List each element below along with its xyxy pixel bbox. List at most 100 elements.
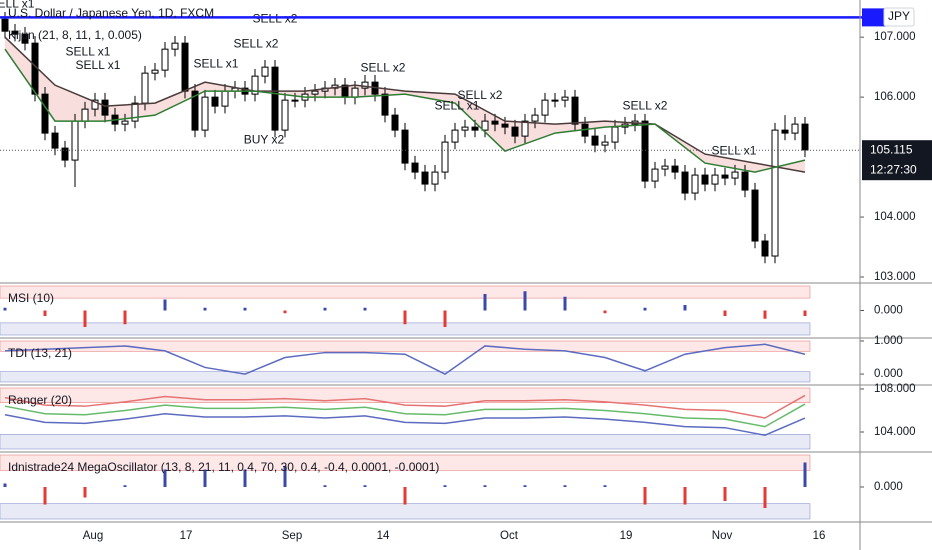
candle-body — [781, 129, 789, 134]
candle-body — [451, 129, 459, 143]
candle-body — [411, 162, 419, 173]
candle-body — [81, 108, 89, 122]
candle-body — [431, 171, 439, 185]
candle-body — [671, 165, 679, 173]
candle-body — [421, 171, 429, 185]
candle-body — [661, 165, 669, 170]
pane-title: U.S. Dollar / Japanese Yen, 1D, FXCM — [8, 6, 214, 20]
histogram-bar — [803, 462, 807, 487]
candle-body — [11, 30, 19, 35]
histogram-bar — [683, 487, 687, 505]
histogram-bar — [403, 487, 407, 505]
histogram-bar — [523, 485, 527, 487]
band-top — [0, 285, 811, 299]
pane-title: Ranger (20) — [8, 393, 72, 407]
candle-body — [551, 99, 559, 102]
band-bottom — [0, 503, 811, 520]
indicator-line — [4, 412, 806, 437]
candle-body — [191, 90, 199, 131]
pane-title: Idnistrade24 MegaOscillator (13, 8, 21, … — [8, 460, 439, 474]
candle-body — [491, 120, 499, 125]
histogram-bar — [3, 307, 7, 311]
signal-label: SELL x2 — [234, 37, 279, 51]
histogram-bar — [43, 310, 47, 316]
candle-body — [611, 126, 619, 143]
candle-body — [161, 48, 169, 71]
y-tick-label: 108.000 — [874, 383, 916, 395]
signal-label: SELL x1 — [76, 58, 121, 72]
histogram-bar — [123, 310, 127, 325]
histogram-bar — [443, 310, 447, 327]
currency-badge — [883, 7, 915, 27]
candle-body — [701, 174, 709, 185]
histogram-bar — [123, 485, 127, 487]
signal-label: SELL x2 — [361, 61, 406, 75]
candle-body — [361, 81, 369, 89]
candle-body — [741, 171, 749, 191]
y-tick-label: 0.000 — [874, 305, 903, 317]
x-tick-label: Sep — [282, 530, 302, 542]
histogram-bar — [563, 485, 567, 487]
candle-body — [171, 42, 179, 50]
histogram-bar — [723, 310, 727, 316]
y-tick-label: 104.000 — [874, 426, 916, 438]
histogram-bar — [3, 483, 7, 487]
histogram-bar — [523, 291, 527, 311]
candle-body — [21, 33, 29, 44]
candle-body — [71, 120, 79, 161]
candle-body — [601, 141, 609, 146]
histogram-bar — [603, 310, 607, 314]
histogram-bar — [323, 307, 327, 311]
histogram-bar — [163, 469, 167, 487]
candle-body — [131, 102, 139, 122]
candle-body — [311, 90, 319, 95]
histogram-bar — [483, 485, 487, 487]
signal-label: SELL x2 — [623, 98, 668, 112]
y-tick-label: 103.000 — [874, 271, 916, 283]
histogram-bar — [443, 485, 447, 487]
candle-body — [401, 129, 409, 164]
pane-title: TDI (13, 21) — [8, 346, 72, 360]
band-top — [0, 454, 811, 471]
x-tick-label: Aug — [83, 530, 103, 542]
signal-label: SELL x1 — [435, 98, 480, 112]
subtitle: Kijun (21, 8, 11, 1, 0.005) — [8, 28, 142, 42]
histogram-bar — [323, 485, 327, 487]
currency: JPY — [888, 9, 910, 23]
y-tick-label: 106.000 — [874, 91, 916, 103]
x-tick-label: 19 — [620, 530, 633, 542]
signal-label: SELL x1 — [66, 44, 111, 58]
histogram-bar — [243, 469, 247, 487]
candle-body — [251, 75, 259, 95]
candle-body — [541, 99, 549, 116]
candle-body — [731, 171, 739, 179]
y-tick-label: 107.000 — [874, 31, 916, 43]
histogram-bar — [643, 307, 647, 311]
candle-body — [801, 123, 809, 151]
candle-body — [531, 114, 539, 122]
signal-label: SELL x1 — [194, 56, 239, 70]
candle-body — [381, 93, 389, 116]
candle-body — [501, 123, 509, 128]
histogram-bar — [163, 299, 167, 311]
histogram-bar — [243, 307, 247, 311]
indicator-line — [4, 403, 806, 428]
candle-body — [1, 18, 9, 32]
candle-body — [571, 96, 579, 125]
y-tick-label: 0.000 — [874, 368, 903, 380]
histogram-bar — [203, 307, 207, 311]
candle-body — [461, 126, 469, 131]
candle-body — [291, 99, 299, 102]
x-tick-label: 16 — [813, 530, 826, 542]
candle-body — [261, 66, 269, 77]
pane-title: MSI (10) — [8, 291, 54, 305]
candle-body — [351, 87, 359, 98]
histogram-bar — [763, 487, 767, 508]
candle-body — [681, 171, 689, 194]
kijun-line — [4, 36, 806, 173]
histogram-bar — [283, 310, 287, 314]
candle-body — [221, 90, 229, 107]
candle-body — [651, 168, 659, 182]
histogram-bar — [803, 310, 807, 316]
candle-body — [101, 99, 109, 116]
